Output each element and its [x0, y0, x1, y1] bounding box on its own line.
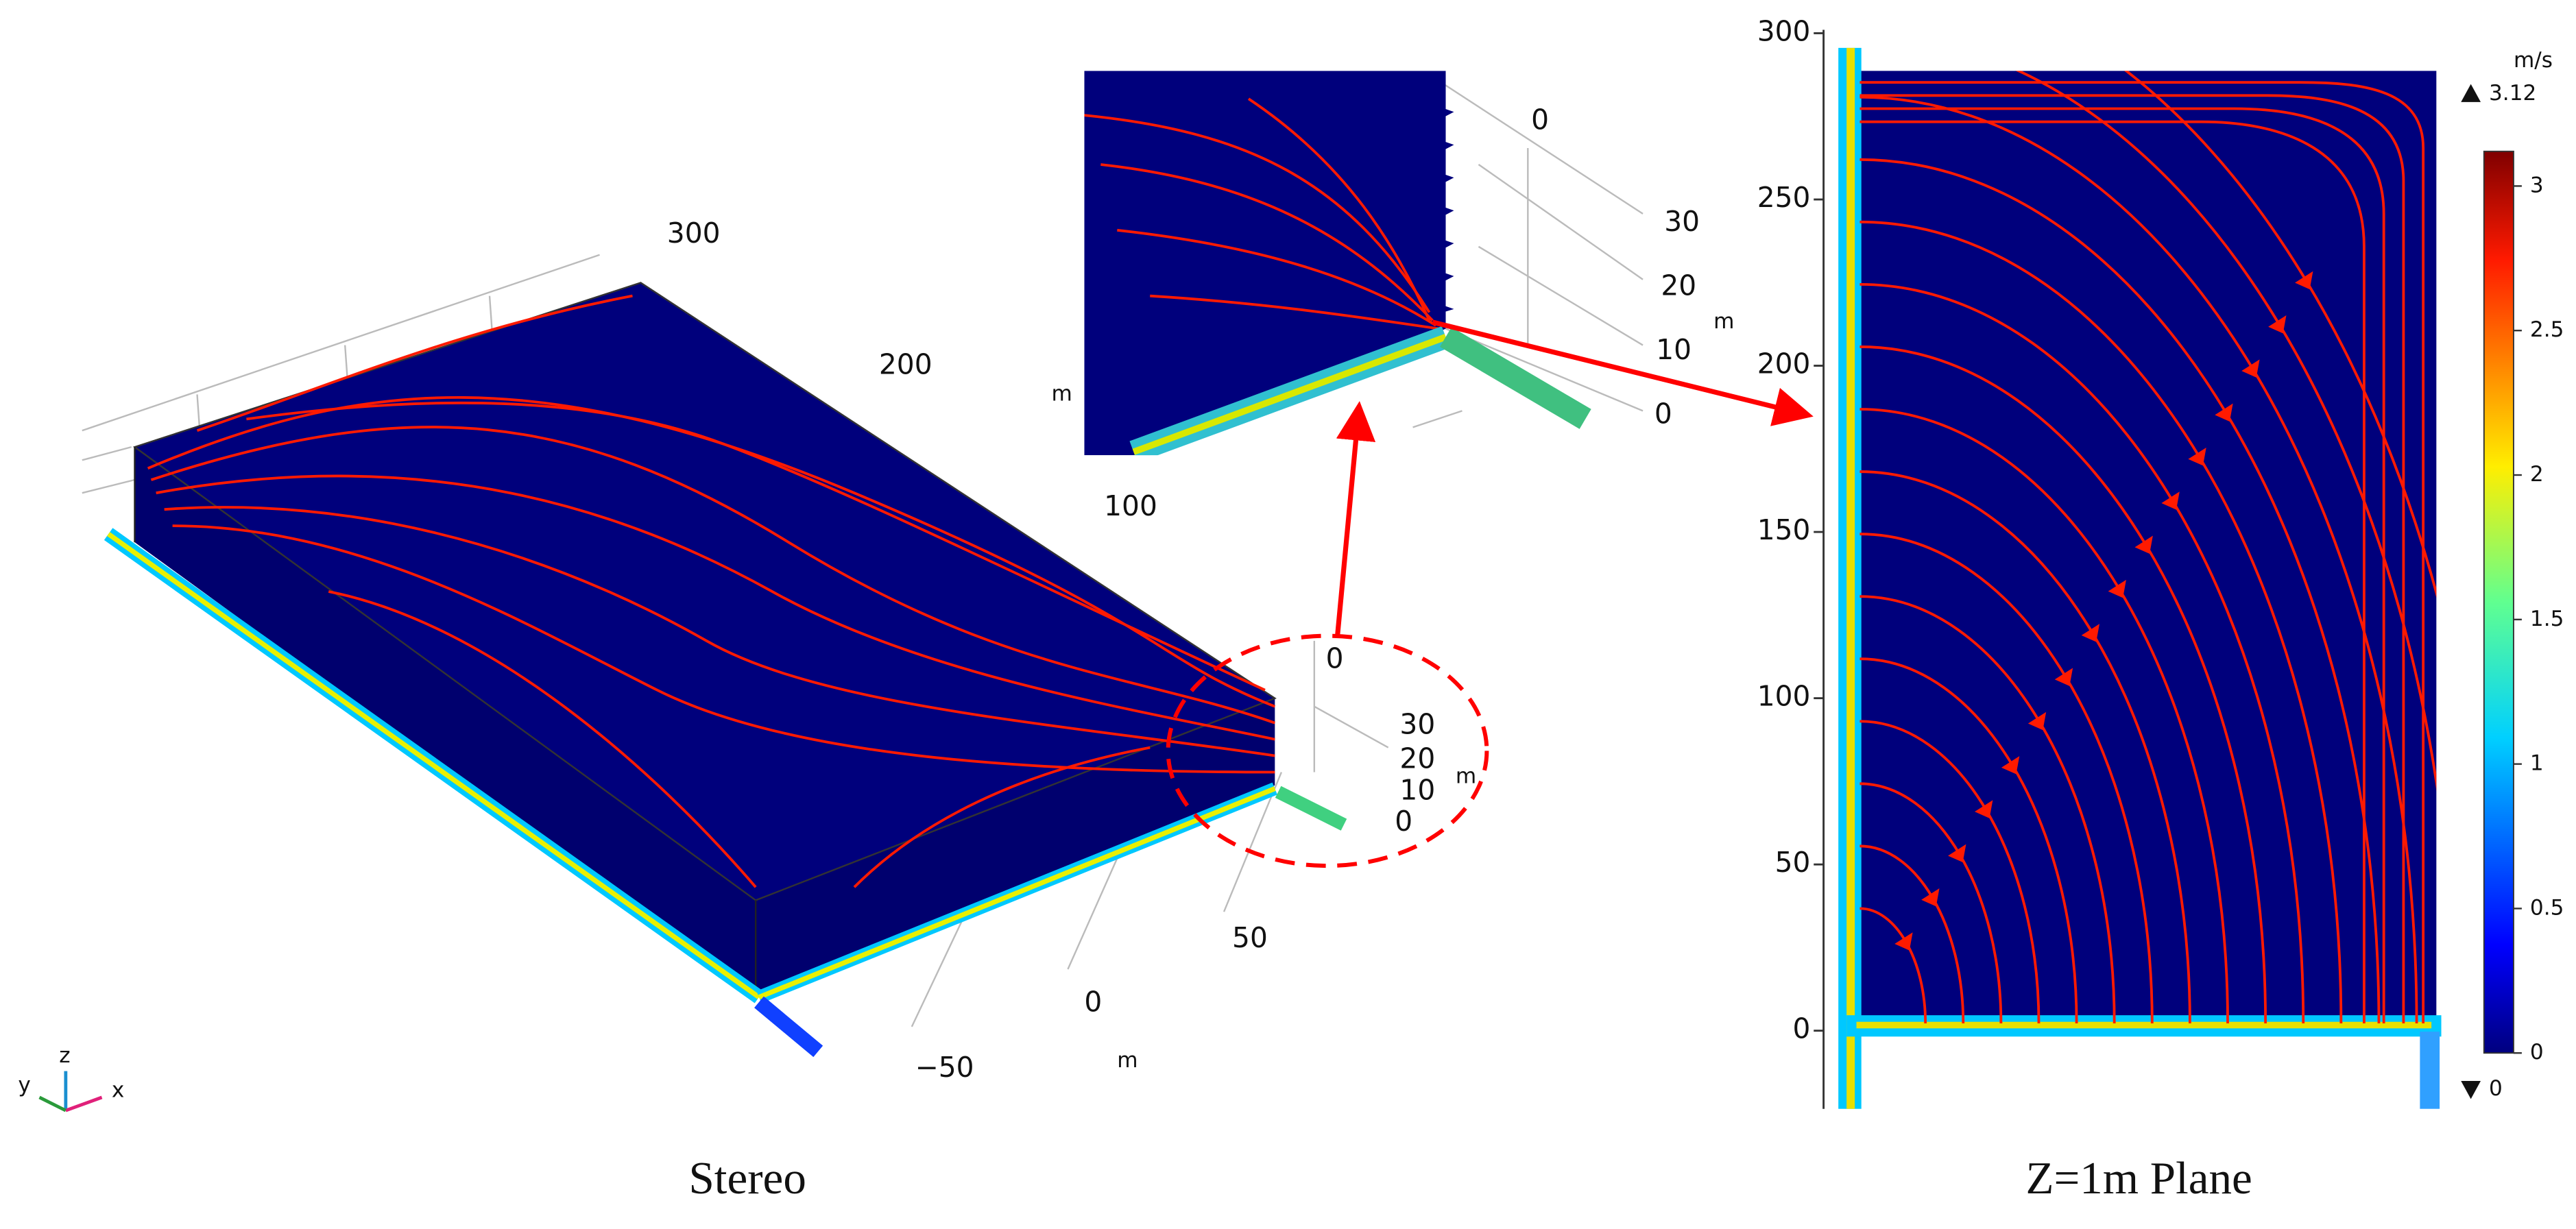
flow-arrow — [2134, 535, 2153, 554]
flow-arrow — [2027, 711, 2047, 731]
flow-arrow — [2241, 359, 2260, 378]
colorbar-min: 0 — [2489, 1076, 2503, 1101]
z-tick-label: 20 — [1399, 742, 1435, 775]
inlet-channel — [107, 532, 761, 999]
streamline — [1859, 81, 2425, 1024]
flow-arrow — [1921, 888, 1940, 907]
y-tick-label: 150 — [1757, 513, 1811, 546]
inset-z-tick-label: 30 — [1664, 205, 1700, 238]
colorbar-tick-label: 1.5 — [2530, 607, 2564, 631]
y-tick-label: 250 — [1757, 181, 1811, 214]
flow-arrow — [2215, 403, 2233, 422]
inset-z-unit: m — [1713, 309, 1734, 334]
axis-grid — [82, 254, 1389, 1027]
colorbar-max: 3.12 — [2489, 81, 2536, 106]
inset-z-tick-label: 10 — [1656, 333, 1692, 366]
flow-arrow — [2268, 315, 2287, 334]
y-tick-label: 100 — [1757, 680, 1811, 713]
inset: m 0 30 20 10 0 m — [1051, 71, 1734, 456]
z-tick-label: 30 — [1399, 707, 1435, 740]
y-axis-unit: m — [1117, 1048, 1137, 1073]
colorbar: m/s 3.12 0 0 0.5 1 1.5 2 2.5 3 — [2461, 48, 2564, 1101]
zoom-circle — [1166, 633, 1489, 868]
triad-label: y — [18, 1073, 30, 1097]
inset-z-tick-label: 0 — [1531, 104, 1549, 136]
flow-arrow — [2295, 271, 2313, 290]
caption: Stereo — [689, 1152, 806, 1204]
inlet-stub — [754, 996, 823, 1058]
flow-arrow — [1975, 800, 1993, 818]
flow-arrow — [2161, 491, 2180, 510]
caption: Z=1m Plane — [2025, 1152, 2252, 1204]
plane-view: Z=1m Plane 0 50 100 150 200 250 300 — [1757, 14, 2442, 1204]
flow-arrow — [2081, 624, 2100, 642]
y-tick-label: 300 — [1757, 14, 1811, 47]
y-tick-label: 0 — [1793, 1012, 1811, 1045]
max-marker — [2461, 84, 2481, 102]
min-marker — [2461, 1080, 2481, 1099]
flow-arrow — [2188, 447, 2206, 466]
triad-label: x — [112, 1078, 124, 1102]
plane-streamlines — [1859, 71, 2437, 1024]
streamlines — [147, 294, 1276, 888]
y-tick-label: 50 — [1775, 846, 1811, 879]
colorbar-tick-label: 3 — [2530, 173, 2544, 197]
colorbar-ramp — [2483, 150, 2514, 1054]
axis-triad: y z x — [18, 1043, 124, 1112]
plane-outlet-stub — [2420, 1032, 2440, 1109]
streamline — [1859, 94, 2405, 1024]
box-edge — [134, 447, 757, 994]
z-axis-unit: m — [1456, 764, 1476, 789]
outlet-stub — [1275, 786, 1347, 831]
colorbar-unit: m/s — [2514, 48, 2553, 73]
z-tick-label: 0 — [1395, 805, 1412, 838]
outlet-channel — [758, 786, 1276, 1000]
inset-z-tick-label: 0 — [1654, 398, 1672, 430]
colorbar-tick-label: 1 — [2530, 751, 2544, 776]
colorbar-tick-label: 2.5 — [2530, 317, 2564, 342]
inset-baffles — [1416, 99, 1454, 321]
x-tick-label: 100 — [1104, 489, 1157, 522]
y-tick-label: 200 — [1757, 348, 1811, 380]
flow-arrow — [2108, 579, 2126, 598]
colorbar-tick-label: 0 — [2530, 1040, 2544, 1064]
triad-label: z — [59, 1043, 70, 1068]
colorbar-tick-label: 2 — [2530, 462, 2544, 487]
plane-outlet-core — [1856, 1021, 2432, 1029]
y-tick-label: 50 — [1232, 921, 1268, 954]
y-tick-label: 0 — [1084, 985, 1102, 1018]
z-tick-label: 10 — [1399, 773, 1435, 806]
colorbar-tick-label: 0.5 — [2530, 895, 2564, 920]
x-tick-label: 300 — [667, 217, 721, 250]
inset-side-unit: m — [1051, 381, 1072, 406]
inset-z-tick-label: 20 — [1661, 269, 1696, 302]
stereo-view: 300 200 100 0 30 20 10 0 m 50 0 −50 m y … — [18, 217, 1476, 1204]
flow-arrow — [1948, 844, 1966, 863]
callout-arrow — [1432, 319, 1814, 426]
y-tick-label: −50 — [915, 1051, 974, 1084]
plane-inlet-core — [1846, 47, 1855, 1109]
streamline — [1859, 120, 2366, 1024]
flow-arrow — [2054, 668, 2073, 686]
callout-arrow — [1334, 401, 1376, 638]
streamline — [1859, 107, 2385, 1024]
z-tick-label: 0 — [1326, 642, 1344, 675]
flow-arrow — [1894, 932, 1913, 951]
flow-arrow — [2001, 756, 2020, 775]
x-tick-label: 200 — [879, 348, 932, 381]
box-top — [132, 282, 1277, 901]
